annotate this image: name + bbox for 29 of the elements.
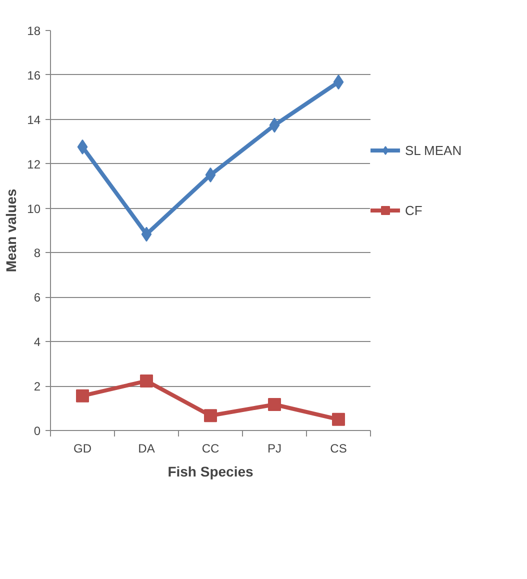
y-tick-label: 6 — [34, 290, 41, 305]
y-tick-label: 8 — [34, 246, 41, 260]
point — [141, 226, 152, 242]
x-tick-label: GD — [74, 442, 92, 456]
y-tick-label: 18 — [27, 24, 41, 38]
y-tick-label: 10 — [27, 202, 41, 216]
y-tick-label: 2 — [34, 380, 41, 394]
y-tick-label: 4 — [34, 335, 41, 350]
point — [332, 412, 345, 426]
x-tick-label: PJ — [268, 442, 282, 456]
y-tick-label: 12 — [27, 157, 41, 172]
point — [77, 139, 88, 154]
legend-label: CF — [405, 202, 424, 218]
x-tick-label: CS — [330, 442, 347, 456]
point — [268, 398, 281, 411]
y-tick-label: 16 — [27, 68, 41, 82]
x-tick-label: CC — [202, 442, 220, 456]
point — [333, 74, 344, 90]
point — [269, 118, 280, 133]
legend-label: SL MEAN — [405, 142, 462, 158]
y-tick-label: 0 — [34, 424, 41, 438]
point — [204, 409, 217, 422]
point — [76, 389, 89, 402]
point — [205, 167, 216, 182]
point — [140, 374, 153, 388]
x-axis-title: Fish Species — [168, 464, 254, 480]
x-tick-label: DA — [138, 442, 155, 456]
y-axis-title: Mean values — [3, 188, 20, 272]
y-tick-label: 14 — [27, 112, 41, 127]
